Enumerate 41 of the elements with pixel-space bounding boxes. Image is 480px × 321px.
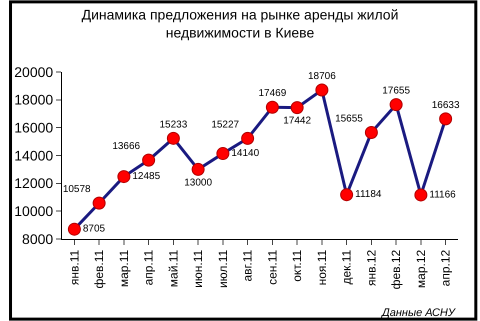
data-label: 17655 — [382, 86, 410, 97]
y-tick-label: 14000 — [14, 147, 54, 164]
x-tick-label: окт.11 — [290, 249, 304, 282]
data-label: 15233 — [159, 119, 188, 130]
x-tick-label: май.11 — [166, 249, 180, 288]
x-tick-label: мар.11 — [116, 249, 131, 288]
x-tick-label: июл.11 — [216, 249, 230, 288]
y-tick-label: 18000 — [14, 92, 54, 108]
data-label: 15655 — [335, 113, 364, 124]
x-tick-label: мар.12 — [414, 249, 428, 288]
y-tick-label: 10000 — [14, 203, 54, 220]
data-label: 8705 — [82, 224, 106, 235]
y-tick-label: 8000 — [22, 230, 54, 247]
x-tick-label: янв.11 — [67, 249, 82, 286]
x-tick-label: ноя.11 — [314, 249, 329, 286]
x-tick-label: апр.11 — [142, 249, 156, 286]
x-tick-label: сен.11 — [265, 249, 280, 285]
x-tick-label: дек.11 — [340, 249, 354, 285]
data-label: 13000 — [184, 177, 212, 188]
data-label: 14140 — [231, 148, 260, 160]
text: Данные АСНУ — [380, 307, 456, 319]
y-tick-label: 16000 — [14, 120, 54, 136]
data-label: 17469 — [258, 88, 287, 100]
data-label: 18706 — [308, 71, 336, 82]
data-label: 17442 — [283, 116, 312, 127]
data-label: 11166 — [429, 189, 456, 200]
x-tick-label: июн.11 — [191, 249, 206, 288]
y-tick-label: 12000 — [14, 175, 54, 192]
data-label: 10578 — [62, 184, 92, 196]
x-tick-label: фев.12 — [389, 249, 404, 290]
x-tick-label: фев.11 — [92, 249, 106, 289]
data-label: 15227 — [211, 119, 240, 130]
x-tick-label: авг.11 — [240, 249, 255, 282]
y-tick-label: 20000 — [14, 64, 54, 80]
data-label: 12485 — [132, 171, 161, 182]
x-tick-label: апр.12 — [438, 249, 453, 286]
data-label: 13666 — [112, 141, 141, 152]
data-label: 11184 — [355, 189, 382, 200]
chart-title: Динамика предложения на рынке аренды жилой недвижимости в Киеве — [82, 6, 398, 40]
data-label: 16633 — [432, 100, 460, 111]
x-tick-label: янв.12 — [364, 249, 378, 286]
